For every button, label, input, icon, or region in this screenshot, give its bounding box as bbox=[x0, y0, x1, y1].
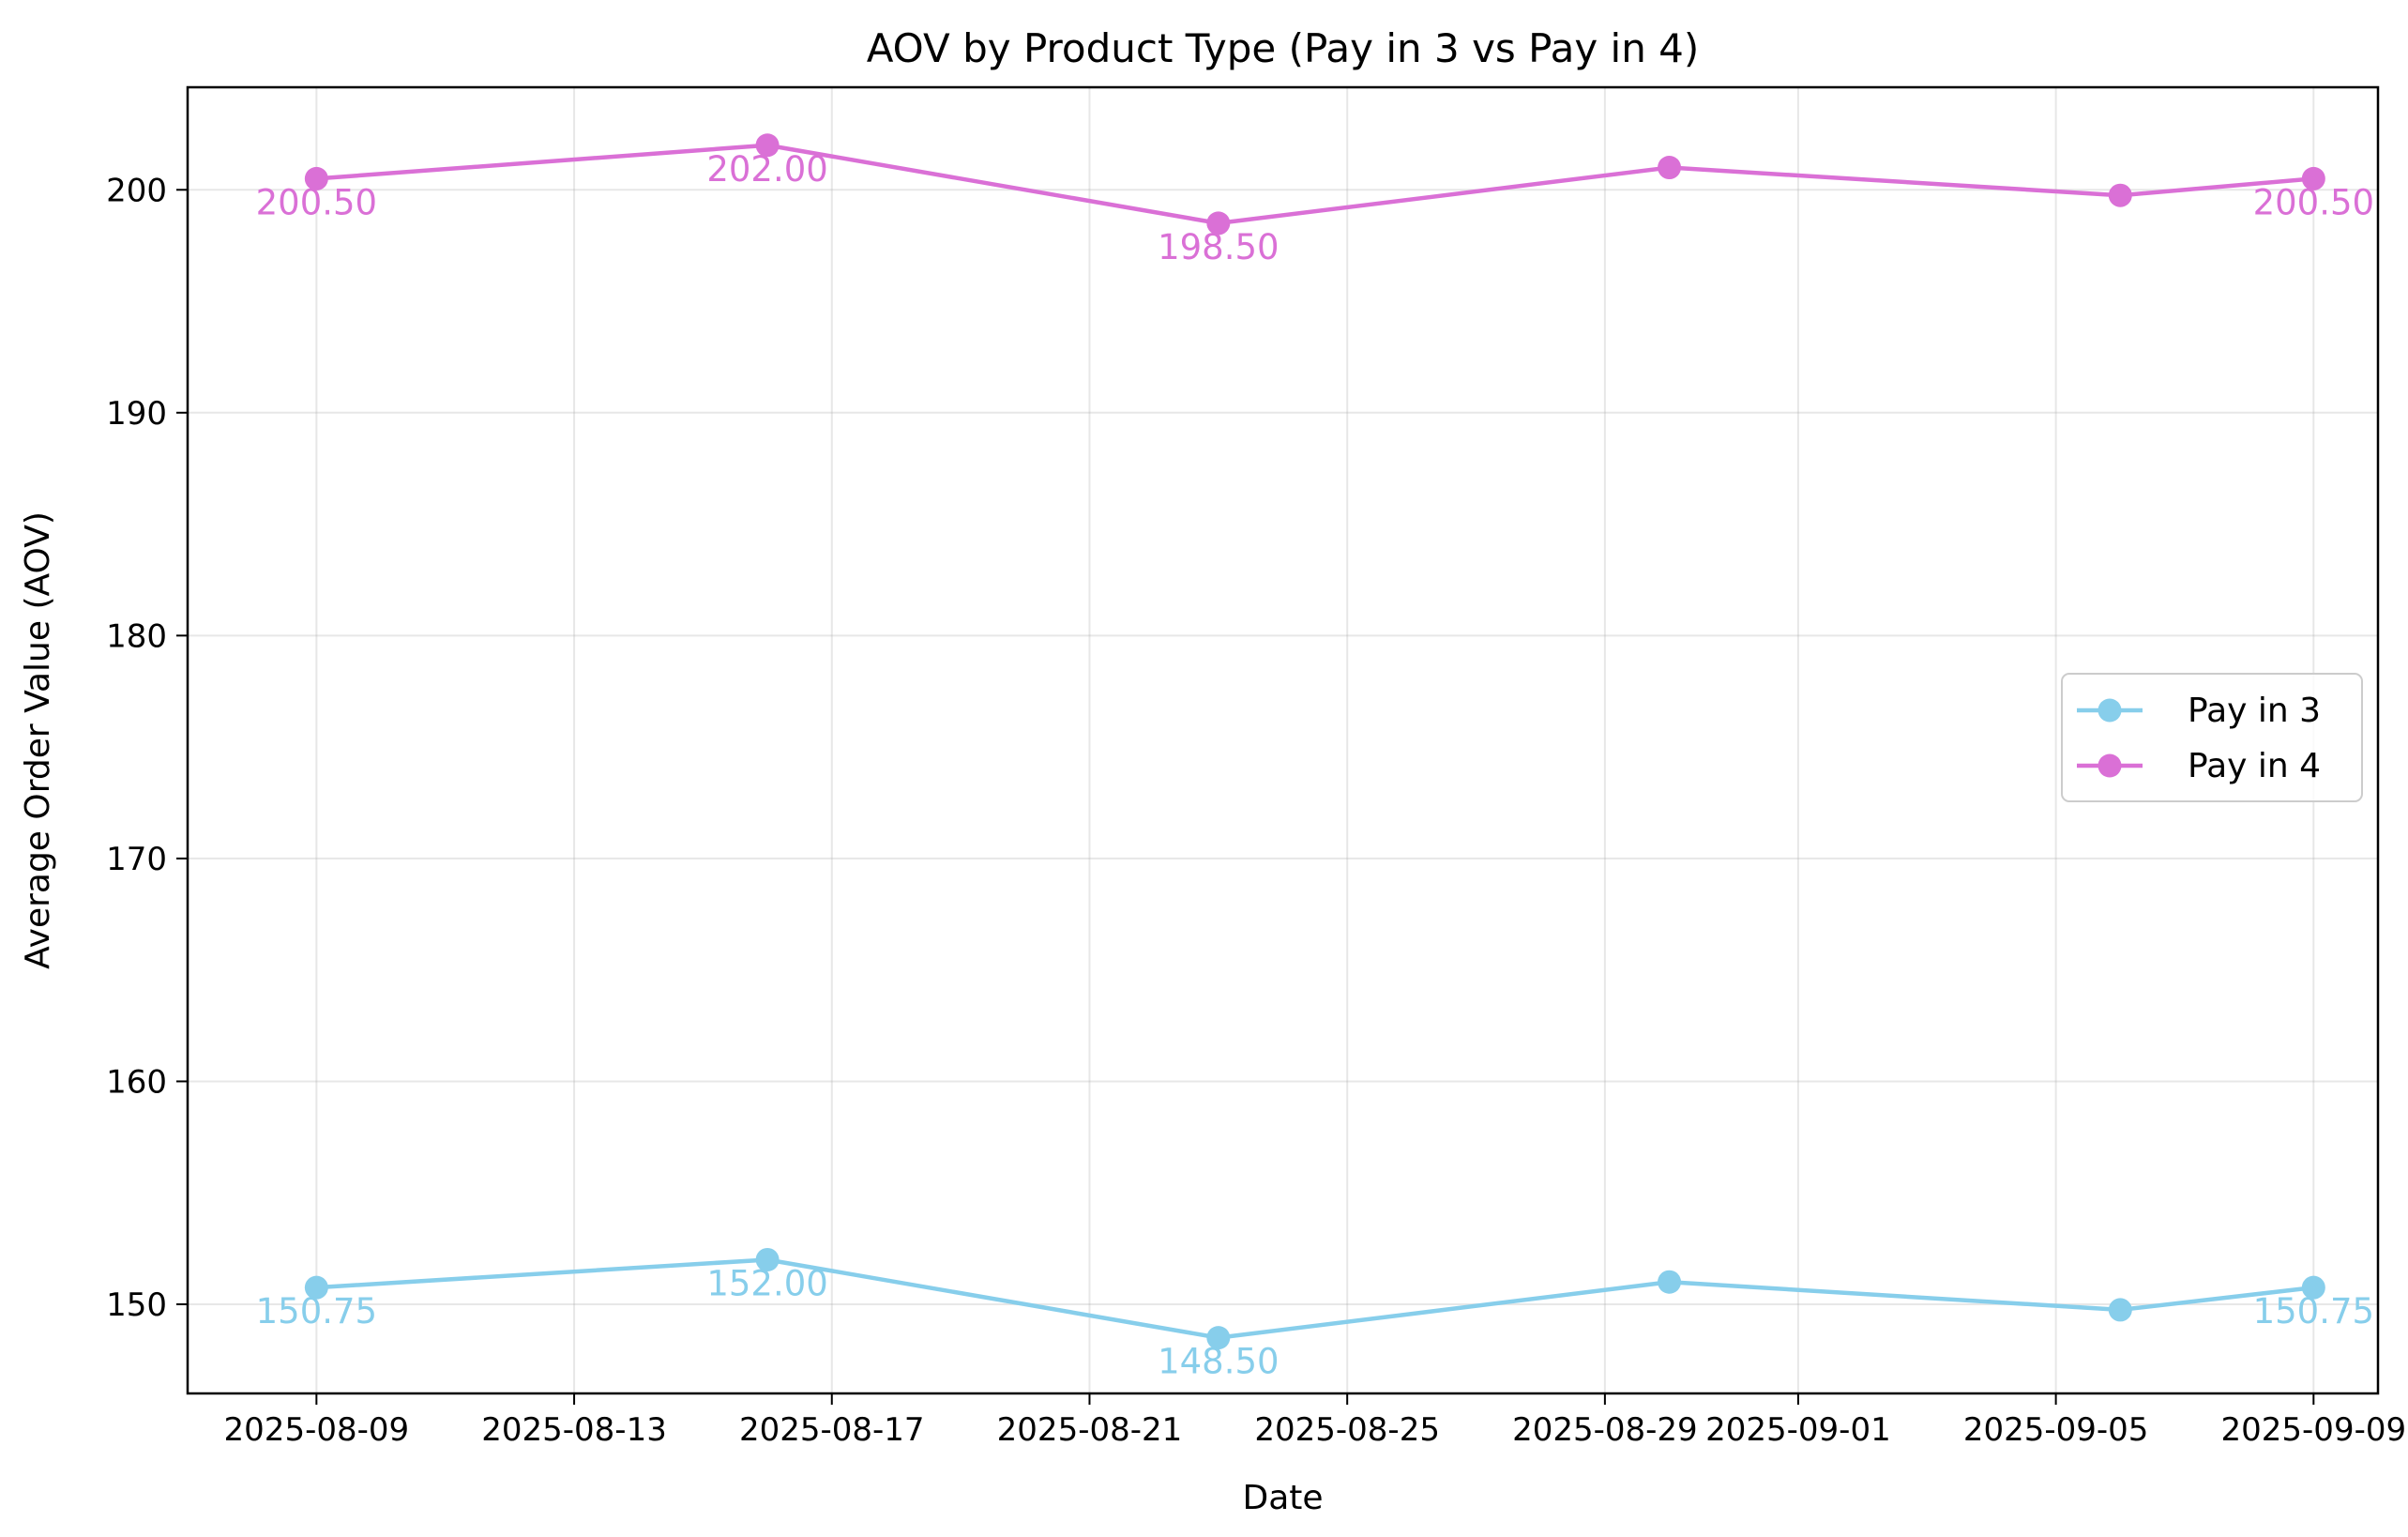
data-point bbox=[2301, 166, 2325, 190]
data-label: 202.00 bbox=[706, 149, 827, 190]
data-label: 150.75 bbox=[2253, 1291, 2374, 1332]
chart-title: AOV by Product Type (Pay in 3 vs Pay in … bbox=[867, 25, 1700, 71]
series-line bbox=[316, 143, 2314, 226]
series-pay-in-4: 200.50 202.00 198.50 200.50 bbox=[256, 133, 2374, 267]
data-point bbox=[304, 1275, 328, 1300]
series-layer: 150.75 152.00 148.50 150.75 200.50 202.00 198.… bbox=[256, 133, 2374, 1382]
y-tick-label: 180 bbox=[106, 617, 167, 655]
x-tick-label: 2025-09-09 bbox=[2221, 1411, 2407, 1449]
data-point bbox=[304, 166, 328, 190]
data-point bbox=[2108, 1298, 2132, 1322]
data-point bbox=[2108, 183, 2132, 207]
y-tick-label: 160 bbox=[106, 1063, 167, 1101]
data-label: 152.00 bbox=[706, 1263, 827, 1303]
legend-item: Pay in 4 bbox=[2077, 747, 2321, 785]
data-point bbox=[755, 1247, 780, 1271]
series-line bbox=[316, 1257, 2314, 1340]
data-label: 200.50 bbox=[256, 182, 377, 222]
data-label: 150.75 bbox=[256, 1291, 377, 1332]
y-axis-title: Average Order Value (AOV) bbox=[19, 511, 57, 969]
legend: Pay in 3 Pay in 4 bbox=[2061, 673, 2363, 802]
data-point bbox=[2301, 1275, 2325, 1300]
legend-label: Pay in 4 bbox=[2188, 747, 2321, 785]
legend-label: Pay in 3 bbox=[2188, 692, 2321, 730]
legend-swatch-marker bbox=[2098, 753, 2122, 778]
legend-item: Pay in 3 bbox=[2077, 692, 2321, 730]
y-tick-label: 170 bbox=[106, 841, 167, 878]
y-tick-label: 200 bbox=[106, 172, 167, 209]
x-tick-label: 2025-08-29 bbox=[1512, 1411, 1698, 1449]
y-tick-label: 190 bbox=[106, 395, 167, 433]
x-tick-label: 2025-08-09 bbox=[224, 1411, 410, 1449]
data-label: 200.50 bbox=[2253, 182, 2374, 222]
axes: 150 160 170 180 190 200 2025-08-09 2025-08-13 20… bbox=[106, 172, 2406, 1449]
series-pay-in-3: 150.75 152.00 148.50 150.75 bbox=[256, 1247, 2374, 1382]
data-point bbox=[1206, 211, 1231, 236]
x-tick-label: 2025-08-25 bbox=[1254, 1411, 1440, 1449]
x-axis-title: Date bbox=[1242, 1479, 1323, 1517]
legend-box bbox=[2061, 673, 2363, 802]
data-point bbox=[1206, 1326, 1231, 1350]
x-tick-label: 2025-09-05 bbox=[1963, 1411, 2149, 1449]
y-tick-label: 150 bbox=[106, 1286, 167, 1324]
x-tick-label: 2025-08-13 bbox=[481, 1411, 667, 1449]
plot-frame bbox=[186, 85, 2380, 1395]
legend-swatch-marker bbox=[2098, 698, 2122, 723]
data-point bbox=[1658, 1270, 1682, 1294]
x-tick-label: 2025-08-17 bbox=[739, 1411, 925, 1449]
data-label: 198.50 bbox=[1158, 227, 1279, 267]
x-tick-label: 2025-08-21 bbox=[997, 1411, 1183, 1449]
data-point bbox=[1658, 156, 1682, 180]
x-tick-label: 2025-09-01 bbox=[1705, 1411, 1891, 1449]
data-point bbox=[755, 133, 780, 158]
data-label: 148.50 bbox=[1158, 1342, 1279, 1382]
